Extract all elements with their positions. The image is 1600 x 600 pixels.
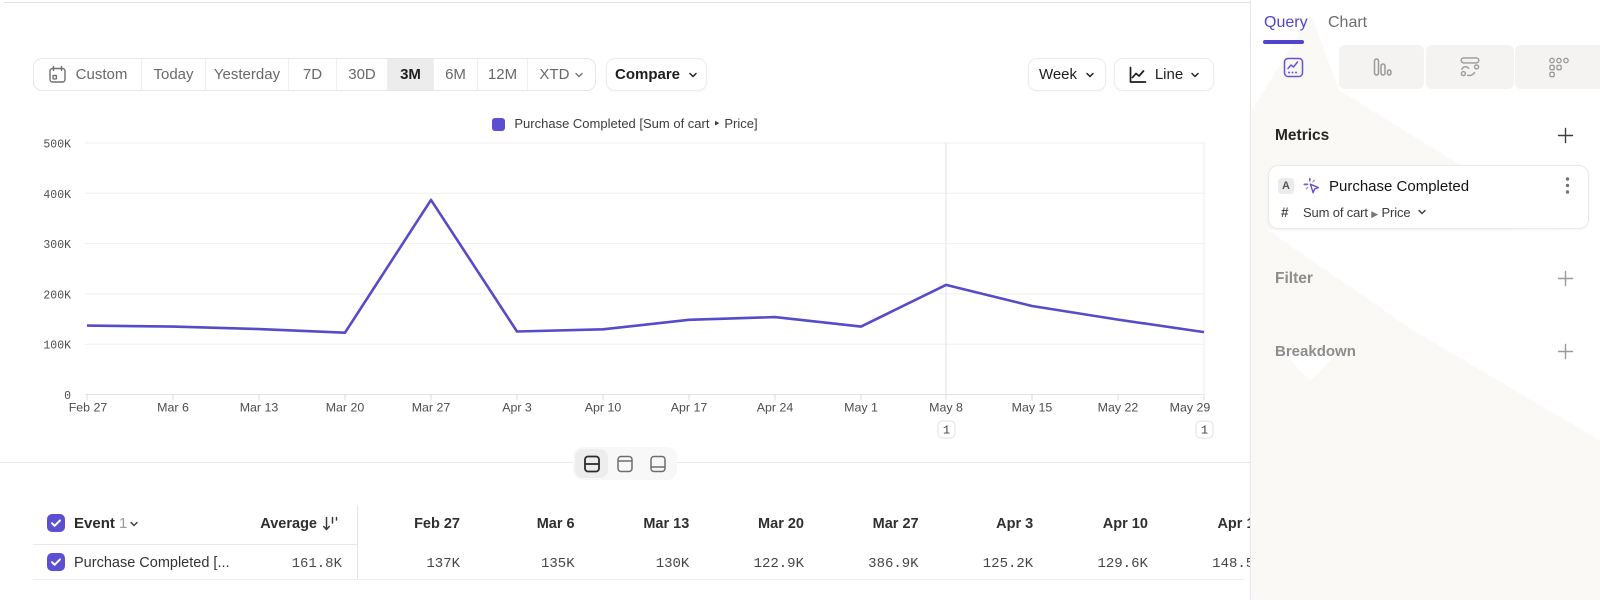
svg-text:May 15: May 15 <box>1012 401 1053 415</box>
svg-text:Apr 3: Apr 3 <box>502 401 532 415</box>
svg-text:May 29: May 29 <box>1170 401 1211 415</box>
svg-text:Mar 20: Mar 20 <box>326 401 365 415</box>
svg-text:1: 1 <box>1201 424 1208 438</box>
svg-text:Apr 10: Apr 10 <box>585 401 622 415</box>
svg-text:Feb 27: Feb 27 <box>69 401 108 415</box>
svg-text:0: 0 <box>64 390 71 403</box>
svg-text:Mar 13: Mar 13 <box>240 401 279 415</box>
svg-text:Mar 27: Mar 27 <box>412 401 451 415</box>
svg-text:Apr 24: Apr 24 <box>757 401 794 415</box>
svg-text:May 8: May 8 <box>929 401 963 415</box>
svg-text:1: 1 <box>943 424 950 438</box>
svg-text:300K: 300K <box>43 239 71 252</box>
svg-text:200K: 200K <box>43 289 71 302</box>
svg-text:500K: 500K <box>43 139 71 152</box>
svg-text:Mar 6: Mar 6 <box>157 401 189 415</box>
svg-text:May 1: May 1 <box>844 401 878 415</box>
svg-text:May 22: May 22 <box>1098 401 1139 415</box>
svg-text:100K: 100K <box>43 340 71 353</box>
svg-text:400K: 400K <box>43 189 71 202</box>
svg-text:Apr 17: Apr 17 <box>671 401 708 415</box>
